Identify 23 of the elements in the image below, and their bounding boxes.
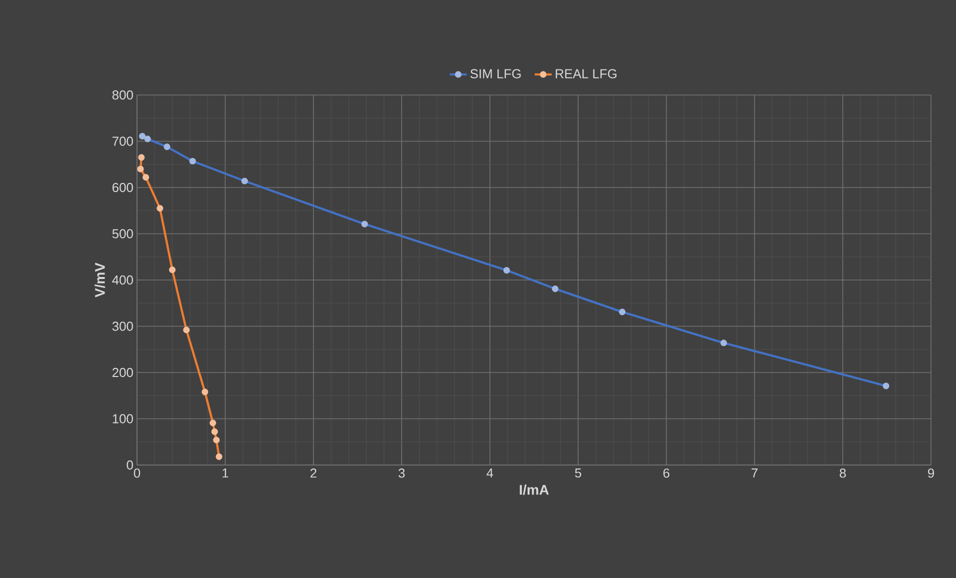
x-tick-label: 0 — [134, 468, 140, 478]
legend-label: SIM LFG — [470, 69, 521, 78]
y-tick-label: 400 — [112, 275, 133, 285]
y-tick-label: 800 — [112, 90, 133, 100]
x-tick-label: 9 — [928, 468, 934, 478]
y-tick-label: 300 — [112, 322, 133, 331]
x-tick-label: 8 — [840, 468, 846, 478]
legend-label: REAL LFG — [556, 69, 616, 78]
x-tick-label: 4 — [486, 468, 494, 478]
x-tick-label: 7 — [752, 468, 758, 478]
y-tick-label: 200 — [112, 368, 133, 378]
x-tick-label: 3 — [398, 468, 405, 478]
y-axis-title: V/mV — [94, 262, 106, 298]
y-tick-label: 600 — [112, 182, 133, 192]
x-tick-label: 1 — [222, 468, 228, 478]
x-tick-label: 6 — [663, 468, 670, 478]
y-tick-label: 500 — [112, 229, 133, 238]
x-axis-title: I/mA — [520, 484, 549, 495]
y-tick-label: 700 — [112, 136, 133, 146]
x-tick-label: 2 — [310, 468, 316, 478]
y-tick-label: 100 — [112, 414, 133, 424]
x-tick-label: 5 — [575, 468, 582, 478]
y-tick-label: 0 — [126, 460, 133, 470]
